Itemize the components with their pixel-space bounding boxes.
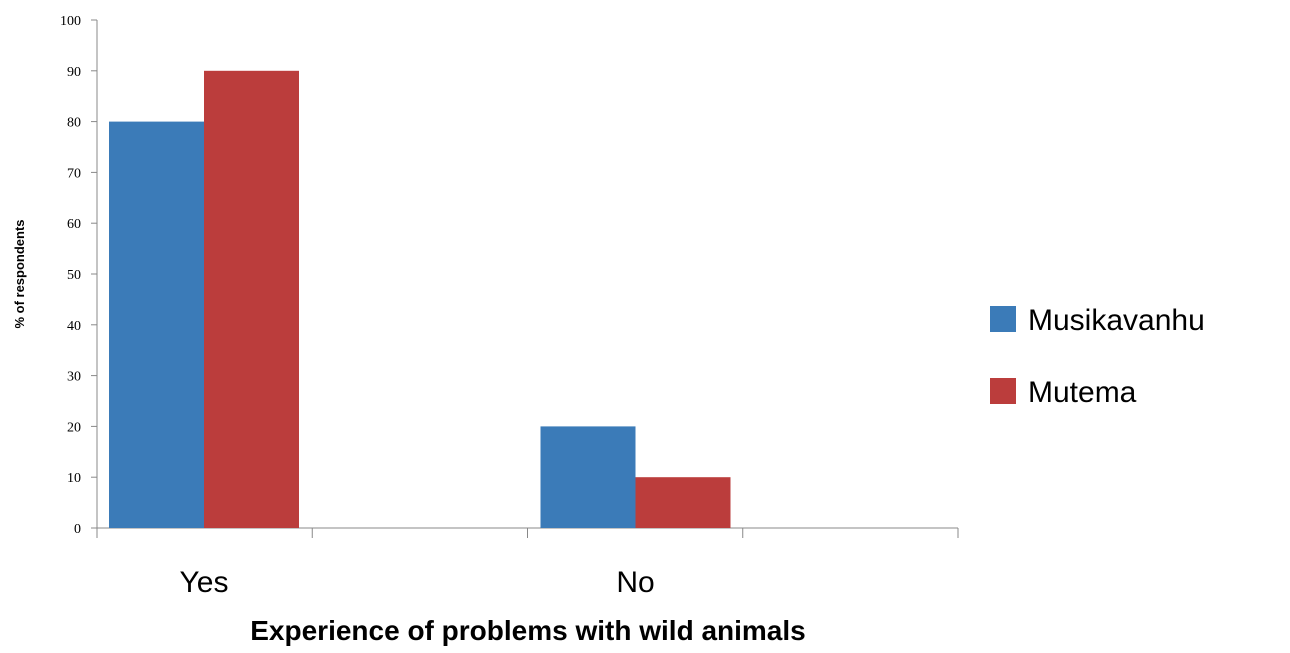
bar-mutema-yes (204, 70, 299, 529)
y-tick-label: 90 (67, 65, 81, 80)
x-category-label: No (616, 566, 654, 599)
y-tick-label: 70 (67, 166, 81, 181)
y-axis-title: % of respondents (12, 219, 27, 328)
y-tick-label: 80 (67, 116, 81, 131)
legend-label: Musikavanhu (1028, 304, 1205, 337)
y-tick-label: 10 (67, 471, 81, 486)
y-tick-label: 0 (74, 522, 81, 537)
bar-musikavanhu-no (540, 426, 636, 528)
legend-swatch (990, 306, 1016, 332)
bar-musikavanhu-yes (109, 121, 204, 528)
legend: Musikavanhu Mutema (990, 304, 1205, 409)
x-axis-title: Experience of problems with wild animals (250, 615, 805, 646)
y-tick-label: 40 (67, 319, 81, 334)
y-tick-label: 50 (67, 268, 81, 283)
y-tick-label: 60 (67, 217, 81, 232)
bar-mutema-no (635, 477, 731, 528)
legend-label: Mutema (1028, 376, 1137, 409)
y-tick-label: 30 (67, 370, 81, 385)
x-category-label: Yes (180, 566, 229, 599)
y-tick-label: 20 (67, 420, 81, 435)
y-tick-label: 100 (60, 14, 81, 29)
bars: Yes No (109, 70, 731, 599)
legend-swatch (990, 378, 1016, 404)
